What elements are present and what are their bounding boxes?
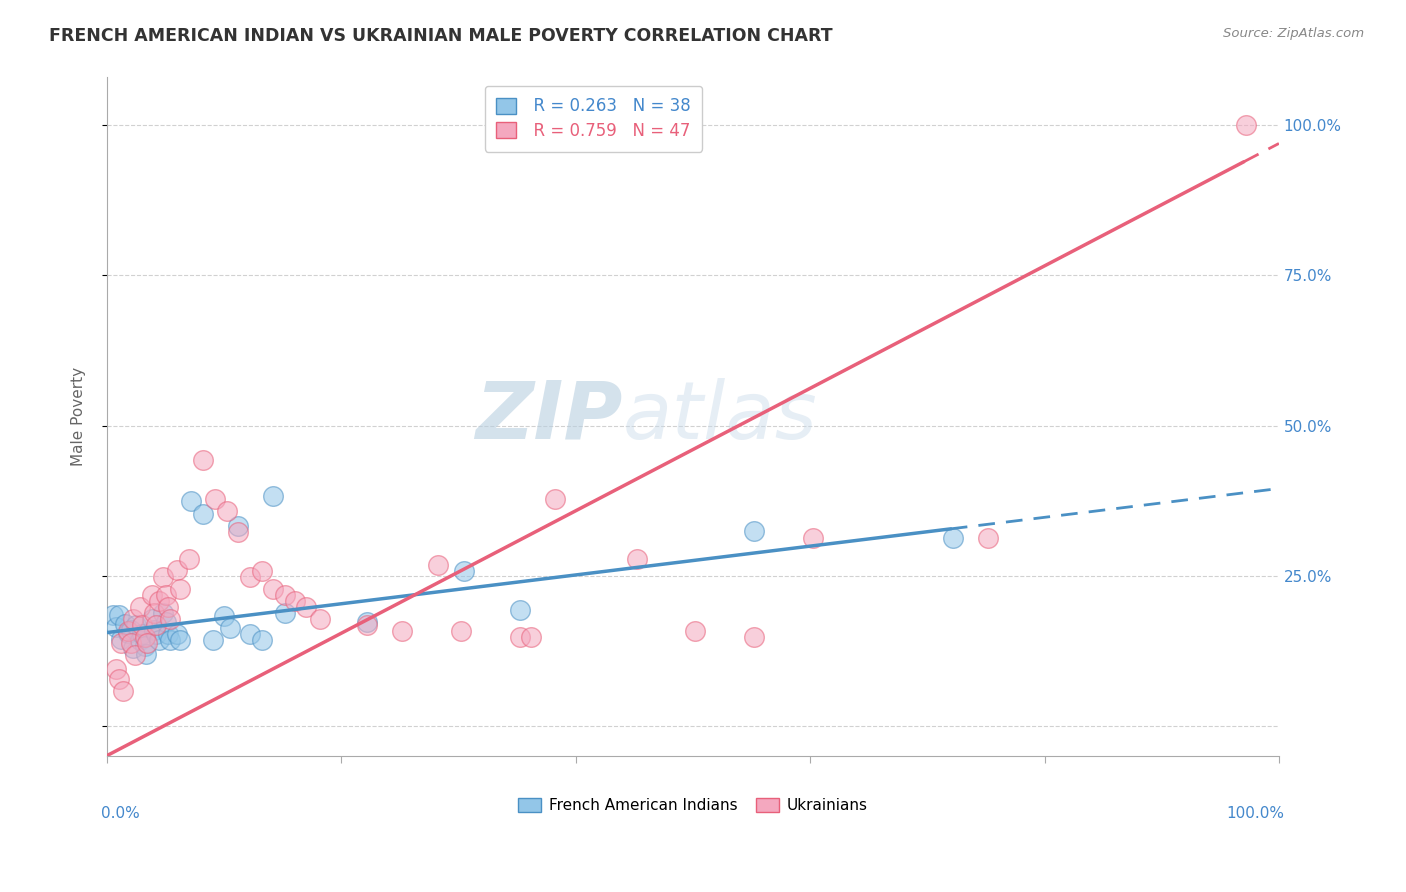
Point bbox=[201, 633, 224, 648]
Point bbox=[309, 612, 332, 626]
Point bbox=[121, 640, 143, 655]
Point bbox=[274, 588, 297, 602]
Point bbox=[117, 624, 139, 638]
Point bbox=[942, 532, 965, 546]
Text: 0.0%: 0.0% bbox=[101, 806, 141, 822]
Point bbox=[977, 532, 1000, 546]
Point bbox=[295, 599, 318, 614]
Point bbox=[117, 625, 139, 640]
Point bbox=[214, 609, 236, 624]
Point bbox=[134, 630, 156, 644]
Point bbox=[274, 606, 297, 620]
Point bbox=[180, 493, 202, 508]
Point bbox=[1234, 119, 1257, 133]
Point bbox=[114, 616, 136, 631]
Text: Source: ZipAtlas.com: Source: ZipAtlas.com bbox=[1223, 27, 1364, 40]
Point bbox=[124, 648, 146, 662]
Point bbox=[250, 633, 273, 648]
Text: 100.0%: 100.0% bbox=[1227, 806, 1285, 822]
Point bbox=[135, 636, 157, 650]
Point bbox=[239, 627, 262, 641]
Point bbox=[228, 519, 250, 533]
Point bbox=[110, 636, 132, 650]
Point bbox=[101, 607, 124, 622]
Point bbox=[128, 599, 150, 614]
Point bbox=[107, 607, 129, 622]
Point bbox=[112, 683, 135, 698]
Point bbox=[141, 588, 163, 602]
Point bbox=[520, 630, 543, 644]
Point bbox=[148, 633, 170, 648]
Point bbox=[509, 630, 531, 644]
Point bbox=[166, 562, 188, 576]
Point bbox=[156, 627, 179, 641]
Point bbox=[742, 630, 765, 644]
Point bbox=[177, 551, 200, 566]
Point bbox=[166, 627, 188, 641]
Point bbox=[120, 623, 142, 637]
Point bbox=[450, 624, 472, 638]
Point bbox=[356, 615, 378, 630]
Point bbox=[426, 558, 449, 572]
Point bbox=[156, 599, 179, 614]
Point bbox=[544, 491, 567, 506]
Point bbox=[148, 593, 170, 607]
Point bbox=[284, 593, 307, 607]
Point bbox=[626, 551, 648, 566]
Point bbox=[250, 564, 273, 578]
Point bbox=[685, 624, 707, 638]
Point bbox=[219, 621, 242, 635]
Legend: French American Indians, Ukrainians: French American Indians, Ukrainians bbox=[509, 789, 877, 822]
Point bbox=[142, 623, 165, 637]
Point bbox=[142, 606, 165, 620]
Point bbox=[120, 636, 142, 650]
Text: atlas: atlas bbox=[623, 377, 817, 456]
Text: ZIP: ZIP bbox=[475, 377, 623, 456]
Point bbox=[105, 661, 128, 675]
Point bbox=[125, 617, 148, 632]
Point bbox=[134, 640, 156, 654]
Point bbox=[228, 525, 250, 540]
Text: FRENCH AMERICAN INDIAN VS UKRAINIAN MALE POVERTY CORRELATION CHART: FRENCH AMERICAN INDIAN VS UKRAINIAN MALE… bbox=[49, 27, 832, 45]
Y-axis label: Male Poverty: Male Poverty bbox=[72, 367, 86, 466]
Point bbox=[215, 504, 238, 518]
Point bbox=[204, 491, 226, 506]
Point bbox=[159, 612, 181, 626]
Point bbox=[121, 612, 143, 626]
Point bbox=[145, 627, 167, 641]
Point bbox=[356, 617, 378, 632]
Point bbox=[263, 489, 285, 503]
Point bbox=[391, 624, 413, 638]
Point bbox=[155, 588, 177, 602]
Point bbox=[152, 606, 174, 620]
Point bbox=[169, 633, 191, 648]
Point bbox=[159, 633, 181, 648]
Point bbox=[169, 582, 191, 596]
Point bbox=[110, 632, 132, 646]
Point bbox=[131, 627, 153, 641]
Point bbox=[155, 615, 177, 630]
Point bbox=[191, 453, 214, 467]
Point bbox=[191, 508, 214, 522]
Point bbox=[145, 617, 167, 632]
Point bbox=[105, 619, 128, 633]
Point bbox=[509, 603, 531, 617]
Point bbox=[107, 672, 129, 686]
Point bbox=[453, 564, 475, 578]
Point bbox=[742, 524, 765, 538]
Point bbox=[131, 617, 153, 632]
Point bbox=[263, 582, 285, 596]
Point bbox=[128, 633, 150, 648]
Point bbox=[801, 532, 824, 546]
Point bbox=[152, 570, 174, 584]
Point bbox=[135, 647, 157, 661]
Point bbox=[141, 612, 163, 626]
Point bbox=[239, 570, 262, 584]
